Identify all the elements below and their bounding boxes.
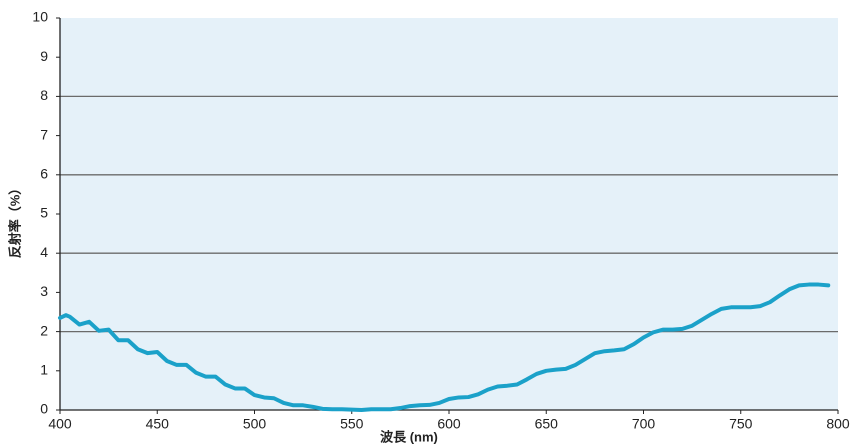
y-tick-label: 0 [40, 401, 48, 417]
y-tick-label: 10 [32, 9, 48, 25]
x-tick-label: 700 [632, 416, 656, 432]
y-tick-label: 8 [40, 87, 48, 103]
plot-background [60, 18, 838, 410]
x-tick-label: 600 [437, 416, 461, 432]
x-tick-label: 550 [340, 416, 364, 432]
y-tick-label: 3 [40, 283, 48, 299]
x-tick-label: 500 [243, 416, 267, 432]
y-tick-label: 7 [40, 126, 48, 142]
x-tick-label: 400 [48, 416, 72, 432]
x-tick-label: 800 [826, 416, 850, 432]
y-tick-label: 1 [40, 362, 48, 378]
y-axis-title: 反射率（%） [7, 182, 22, 259]
y-tick-label: 9 [40, 48, 48, 64]
y-tick-label: 5 [40, 205, 48, 221]
x-tick-label: 450 [146, 416, 170, 432]
x-tick-label: 650 [535, 416, 559, 432]
y-tick-label: 4 [40, 244, 48, 260]
y-tick-label: 6 [40, 166, 48, 182]
x-tick-label: 750 [729, 416, 753, 432]
data-line [58, 282, 831, 412]
x-axis-title: 波長 (nm) [380, 429, 438, 444]
y-tick-label: 2 [40, 322, 48, 338]
